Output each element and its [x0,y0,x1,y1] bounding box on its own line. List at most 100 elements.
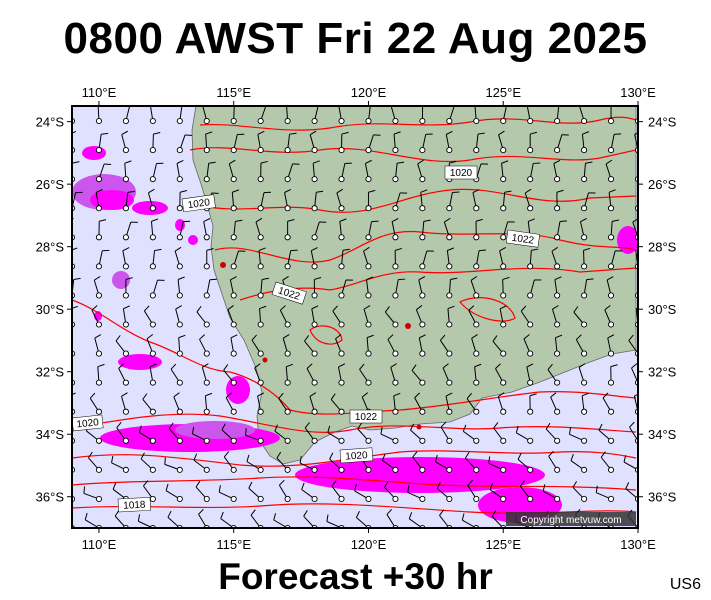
wind-barb [85,424,103,444]
wind-barb [279,305,291,328]
wind-barb [278,392,291,415]
wind-barb [520,305,534,328]
wind-barb [581,192,596,212]
wind-barb [527,162,541,183]
wind-barb [554,220,567,241]
wind-barb [607,364,618,386]
rain-area [118,354,162,370]
wind-barb [418,334,426,357]
wind-barb [580,217,588,241]
wind-barb [254,363,264,386]
wind-barb [257,160,268,183]
wind-barb [392,278,406,299]
city-markers [220,262,422,430]
precipitation-areas [72,146,638,523]
wind-barb [607,334,615,357]
wind-barb [230,189,240,212]
wind-barb [550,392,561,415]
wind-barb [607,106,615,125]
wind-barb [607,219,620,241]
wind-barb [568,427,588,444]
wind-barb [284,363,293,386]
wind-barb [138,425,156,444]
wind-barb [221,423,237,444]
map-title: 0800 AWST Fri 22 Aug 2025 [63,14,648,63]
wind-barb [176,190,188,212]
isobar-label: 1018 [117,497,151,513]
lon-tick-label-bottom: 125°E [485,537,521,552]
wind-barb [363,305,372,328]
wind-barb [445,392,453,415]
wind-barb [526,363,534,386]
city-dot [262,357,268,363]
wind-barb [380,427,399,444]
wind-barb [122,221,138,241]
wind-barb [604,305,615,328]
isobar-line [72,450,637,467]
wind-barb [255,217,264,241]
wind-barb [338,279,353,299]
wind-barb [419,219,431,241]
wind-barb [149,162,164,183]
wind-barb [419,189,428,212]
wind-barb [284,218,295,241]
wind-barb [606,276,615,299]
wind-barb [149,279,165,299]
wind-barb [498,130,507,154]
wind-barb [473,249,487,270]
city-dot [405,323,411,329]
wind-barb [628,334,638,357]
wind-barb [336,188,345,212]
wind-barb [122,190,135,212]
wind-barb [246,454,264,473]
wind-barb [553,159,561,183]
wind-barb [472,188,480,212]
wind-barb [364,159,372,183]
wind-barb [311,160,320,183]
wind-barb [143,480,156,502]
wind-barb [227,305,237,328]
wind-barb [354,484,372,502]
region-code: US6 [669,576,701,593]
wind-barb [195,480,210,502]
wind-barb [149,218,159,241]
wind-barb [257,305,267,328]
isobar-line [459,297,516,322]
wind-barb [311,277,322,299]
wind-barb [88,451,103,473]
wind-barb [411,364,426,386]
wind-barb [304,422,318,444]
wind-barb [445,130,453,154]
wind-barb [284,106,291,125]
wind-barb [357,422,372,444]
wind-barb [95,132,109,154]
wind-barb [365,189,376,212]
wind-barb [515,425,534,444]
wind-barb [500,106,507,125]
wind-barb [410,423,426,444]
lat-tick-label-left: 36°S [36,490,65,505]
wind-barb [365,334,374,357]
wind-barb [605,159,615,183]
wind-barb [414,392,426,415]
wind-barb [365,220,379,241]
wind-barb [203,248,214,270]
wind-barb [331,480,345,502]
wind-barb [359,363,372,386]
wind-barb [203,278,217,299]
wind-barb [462,424,480,444]
isobar-label: 1022 [349,409,383,424]
isobar-label: 1020 [444,165,478,180]
isobar-label: 1020 [181,194,216,213]
rain-area [112,271,130,289]
svg-text:1020: 1020 [345,450,368,463]
wind-barb [284,132,297,154]
isobar-line [214,230,637,263]
wind-barb [384,481,399,502]
wind-barb [174,246,183,270]
wind-barb [607,133,622,154]
isobar-line [309,325,343,345]
wind-barb [147,188,156,212]
wind-barb [95,163,112,183]
wind-barb [176,276,185,299]
